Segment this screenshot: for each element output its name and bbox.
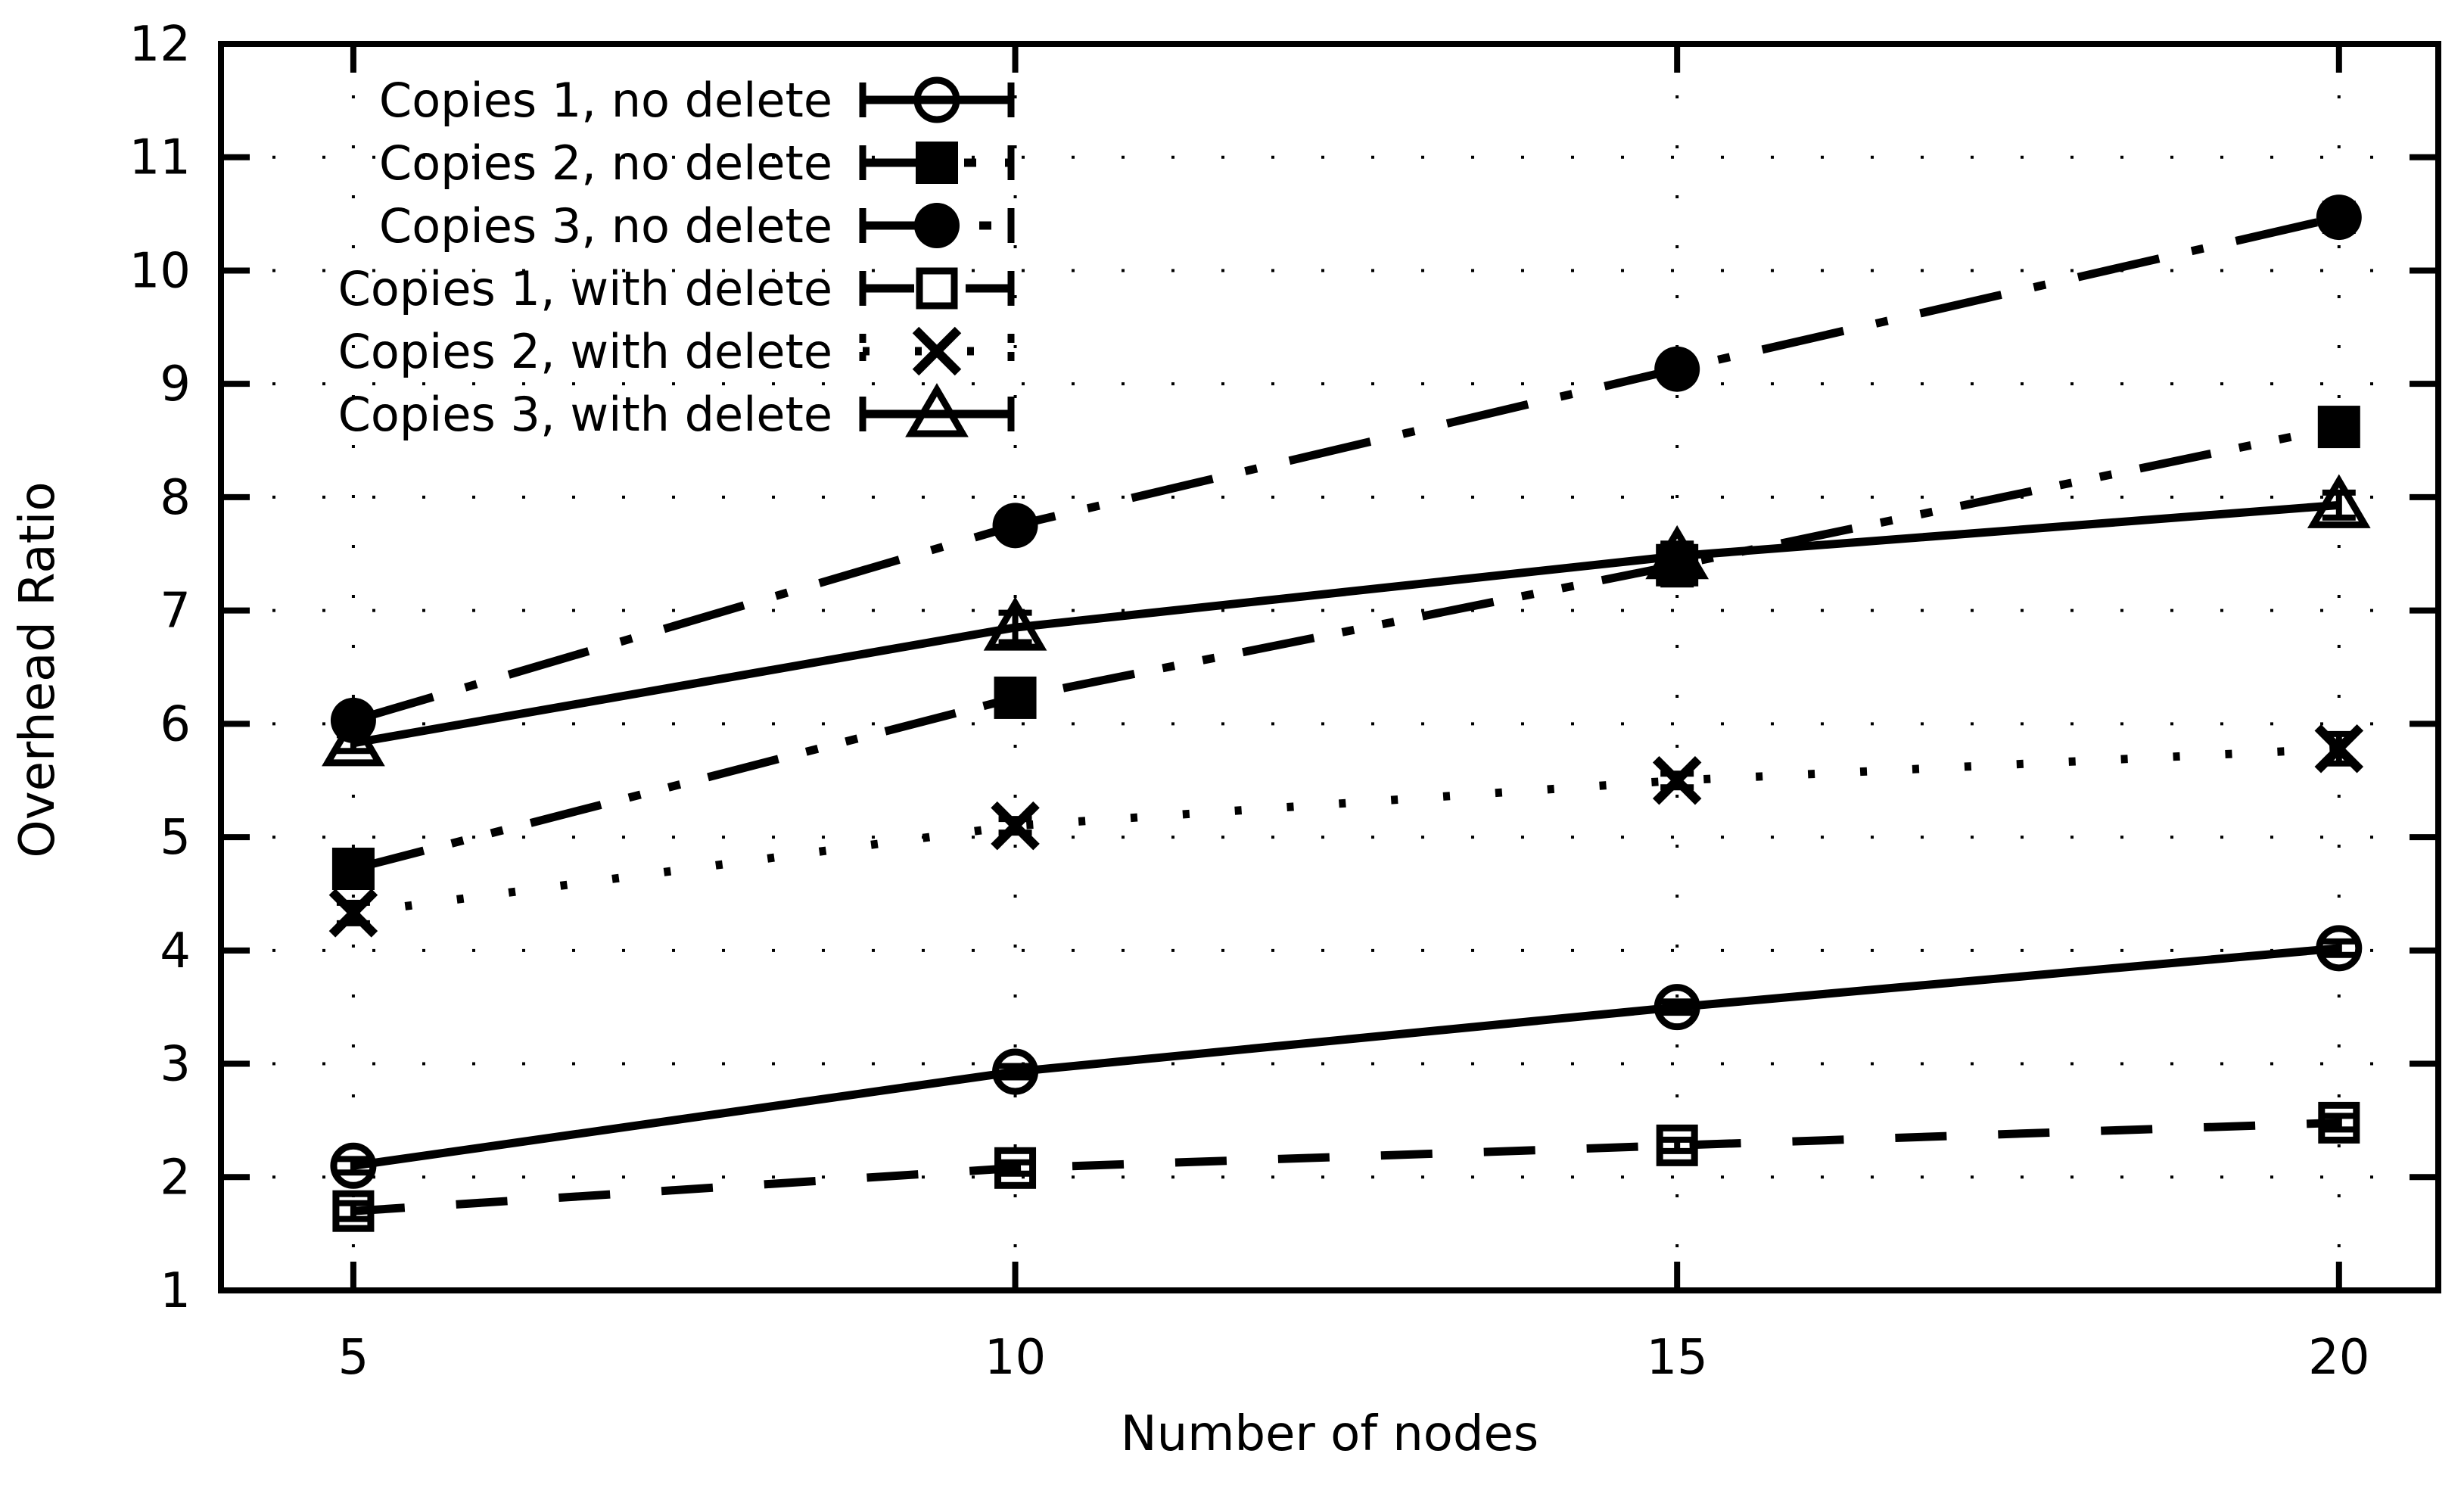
x-tick-label: 15 (1646, 1330, 1707, 1386)
legend-entry-copies-1-no-delete: Copies 1, no delete (379, 73, 1015, 128)
series-copies-2-with-delete (328, 724, 2364, 938)
y-tick-label: 5 (160, 810, 191, 866)
error-bar (336, 1200, 370, 1222)
marker-filled-circle (2316, 195, 2362, 241)
y-axis-label: Overhead Ratio (10, 481, 66, 858)
error-bar (1660, 998, 1694, 1016)
error-bar (1660, 1136, 1694, 1154)
y-tick-label: 1 (160, 1263, 191, 1319)
marker-filled-square (994, 676, 1037, 719)
marker-open-circle (1654, 984, 1700, 1031)
y-tick-label: 10 (129, 243, 191, 299)
legend-label: Copies 1, no delete (379, 73, 832, 128)
legend-label: Copies 3, no delete (379, 198, 832, 254)
error-bar (336, 1156, 370, 1176)
marker-x-cross (328, 889, 378, 938)
legend-entry-copies-2-with-delete: Copies 2, with delete (338, 324, 1015, 379)
error-bar (2322, 1113, 2356, 1133)
y-tick-label: 2 (160, 1150, 191, 1206)
series-copies-3-with-delete (322, 474, 2371, 767)
legend: Copies 1, no delete Copies 2, no delete Co… (338, 73, 1015, 442)
y-tick-label: 3 (160, 1037, 191, 1093)
marker-open-square (916, 267, 958, 310)
marker-open-square (1656, 1124, 1698, 1166)
marker-x-cross (912, 326, 962, 376)
marker-filled-square (916, 142, 958, 184)
series-line (353, 944, 2340, 1170)
marker-filled-square (331, 848, 375, 891)
x-axis-label: Number of nodes (1120, 1406, 1539, 1462)
error-bar (1660, 540, 1694, 572)
legend-label: Copies 1, with delete (338, 261, 832, 316)
legend-entry-copies-3-no-delete: Copies 3, no delete (379, 198, 1015, 254)
marker-open-circle (330, 1142, 377, 1189)
y-tick-label: 7 (160, 584, 191, 640)
marker-open-circle (913, 76, 960, 123)
marker-filled-circle (914, 203, 960, 248)
series-copies-3-no-delete (330, 195, 2362, 743)
series-line (352, 422, 2340, 873)
marker-filled-circle (1654, 346, 1700, 392)
marker-open-triangle (2307, 474, 2371, 528)
marker-open-square (994, 1147, 1037, 1189)
series-copies-1-with-delete (332, 1101, 2360, 1232)
marker-open-square (2318, 1101, 2360, 1144)
legend-entry-copies-1-with-delete: Copies 1, with delete (338, 261, 1015, 316)
marker-open-square (332, 1190, 375, 1232)
series-copies-1-no-delete (330, 925, 2363, 1189)
tick-marks (221, 41, 2438, 1293)
y-tick-label: 9 (160, 356, 191, 412)
series-line (353, 744, 2340, 917)
legend-label: Copies 3, with delete (338, 387, 832, 442)
marker-open-triangle (905, 383, 969, 437)
y-tick-label: 11 (129, 130, 191, 186)
marker-filled-circle (992, 503, 1038, 549)
legend-entry-copies-3-with-delete: Copies 3, with delete (338, 383, 1015, 442)
x-tick-label: 20 (2308, 1330, 2369, 1386)
error-bar (998, 1063, 1032, 1081)
marker-open-triangle (983, 596, 1047, 651)
marker-x-cross (991, 801, 1040, 851)
error-bar (998, 609, 1032, 646)
error-bar (998, 1159, 1032, 1177)
marker-x-cross (1652, 755, 1702, 805)
y-tick-label: 4 (160, 923, 191, 979)
legend-label: Copies 2, with delete (338, 324, 832, 379)
error-bar (2322, 489, 2356, 521)
marker-open-triangle (322, 711, 385, 767)
series-copies-2-no-delete (331, 406, 2360, 891)
error-bar (2322, 938, 2356, 958)
x-tick-label: 5 (338, 1330, 369, 1386)
series-line (352, 213, 2341, 725)
series-line (352, 500, 2340, 748)
series-line (353, 1118, 2339, 1215)
marker-open-circle (2316, 925, 2363, 972)
marker-open-triangle (1645, 524, 1710, 580)
marker-open-circle (992, 1048, 1039, 1095)
legend-label: Copies 2, no delete (379, 135, 832, 191)
plot-border (218, 41, 2441, 1293)
y-tick-label: 8 (160, 470, 191, 526)
y-tick-label: 6 (160, 696, 191, 752)
legend-entry-copies-2-no-delete: Copies 2, no delete (379, 135, 1015, 191)
y-tick-label: 12 (129, 17, 191, 73)
marker-x-cross (2314, 724, 2364, 773)
marker-filled-square (2317, 406, 2360, 449)
x-tick-label: 10 (985, 1330, 1046, 1386)
